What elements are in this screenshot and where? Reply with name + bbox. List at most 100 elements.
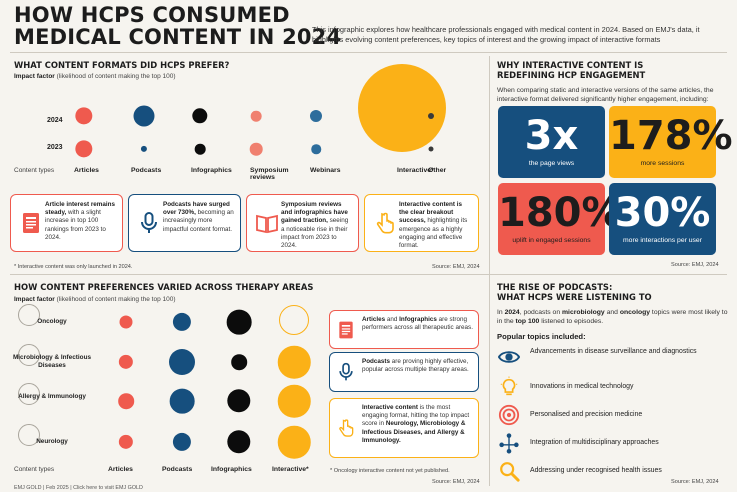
stat-label: uplift in engaged sessions — [512, 237, 591, 244]
therapy-card-text-0: Articles and Infographics are strong per… — [362, 316, 473, 332]
bubble-2023-4 — [311, 144, 321, 154]
intro-a: In — [497, 309, 505, 316]
stat-value: 3x — [524, 113, 579, 159]
formats-note: * Interactive content was only launched … — [14, 264, 133, 270]
bubble-2024-1 — [133, 105, 155, 127]
card-text: highlighting its emergence as a highly e… — [399, 217, 468, 250]
format-column-label-5: Interactive* — [397, 167, 434, 174]
card-text: with a slight increase in top 100 rankin… — [45, 209, 106, 241]
bubble-2023-1 — [140, 145, 148, 153]
card-bold: Interactive content is the clear breakou… — [399, 201, 462, 225]
formats-impact-label: Impact factor (likelihood of content mak… — [14, 73, 176, 80]
therapy-heading: HOW CONTENT PREFERENCES VARIED ACROSS TH… — [14, 282, 314, 292]
hand-pointer-icon — [373, 211, 397, 235]
therapy-column-label-3: Interactive* — [272, 466, 309, 473]
impact-label-sub: (likelihood of content making the top 10… — [56, 73, 176, 80]
therapy-row-label-2: Allergy & Immunology — [18, 393, 86, 400]
stat-value: 180% — [498, 190, 622, 236]
formats-card-text-2: Symposium reviews and infographics have … — [281, 201, 353, 250]
card-part: are strong performers across all therape… — [362, 316, 473, 332]
topic-label-3: Integration of multidisciplinary approac… — [530, 439, 659, 446]
format-column-label-4: Webinars — [310, 167, 341, 174]
therapy-bubble-0-0 — [119, 315, 133, 329]
therapy-area-icon-0 — [18, 304, 40, 326]
format-column-label-1: Podcasts — [131, 167, 162, 174]
therapy-bubble-empty-0-3 — [279, 305, 309, 335]
card-part: Articles — [362, 316, 386, 323]
bubble-2024-3 — [250, 110, 262, 122]
topic-label-2: Personalised and precision medicine — [530, 411, 643, 418]
therapy-note: * Oncology interactive content not yet p… — [330, 468, 450, 474]
stat-tile-0: 3x the page views — [498, 106, 605, 178]
format-column-label-3: Symposium reviews — [250, 167, 289, 181]
formats-card-1: Podcasts have surged over 730%, becoming… — [128, 194, 241, 252]
format-column-label-6: Other — [428, 167, 447, 174]
intro-h: top 100 — [515, 318, 540, 325]
therapy-content-types-label: Content types — [14, 466, 55, 473]
formats-source: Source: EMJ, 2024 — [432, 264, 480, 270]
intro-e: and — [604, 309, 620, 316]
podcasts-heading-line-2: WHAT HCPS WERE LISTENING TO — [497, 292, 652, 302]
therapy-bubble-1-2 — [231, 354, 247, 370]
year-2024-label: 2024 — [47, 117, 63, 124]
therapy-row-label-1: Microbiology & Infectious Diseases — [12, 354, 92, 369]
card-part: Interactive content — [362, 404, 418, 411]
therapy-row-label-0: Oncology — [37, 318, 67, 325]
therapy-source: Source: EMJ, 2024 — [432, 479, 480, 485]
topic-label-0: Advancements in disease surveillance and… — [530, 348, 697, 355]
intro-i: listened to episodes. — [539, 318, 604, 325]
formats-card-text-1: Podcasts have surged over 730%, becoming… — [163, 201, 235, 234]
therapy-bubble-2-2 — [227, 389, 251, 413]
year-2023-label: 2023 — [47, 144, 63, 151]
therapy-column-label-2: Infographics — [211, 466, 252, 473]
therapy-row-label-3: Neurology — [36, 438, 68, 445]
title-line-1: HOW HCPS CONSUMED — [14, 3, 290, 27]
page-title: HOW HCPS CONSUMED MEDICAL CONTENT IN 202… — [14, 4, 341, 48]
intro-g: topics were most likely to in the — [497, 309, 728, 325]
bubble-2024-2 — [192, 108, 208, 124]
podcasts-intro: In 2024, podcasts on microbiology and on… — [497, 308, 729, 326]
therapy-column-label-0: Articles — [108, 466, 133, 473]
bubble-2023-3 — [249, 142, 263, 156]
intro-f: oncology — [619, 309, 651, 316]
bubble-2024-5 — [358, 64, 446, 152]
formats-card-2: Symposium reviews and infographics have … — [246, 194, 359, 252]
header-divider — [10, 52, 727, 53]
therapy-card-text-2: Interactive content is the most engaging… — [362, 404, 473, 445]
title-line-2: MEDICAL CONTENT IN 2024 — [14, 25, 342, 49]
content-types-label: Content types — [14, 167, 55, 174]
mid-divider — [10, 274, 727, 275]
formats-card-text-3: Interactive content is the clear breakou… — [399, 201, 473, 250]
stat-label: more sessions — [640, 160, 685, 167]
hand-pointer-icon — [336, 418, 356, 438]
formats-heading: WHAT CONTENT FORMATS DID HCPS PREFER? — [14, 60, 230, 70]
card-part: and — [385, 316, 400, 323]
lightbulb-icon — [498, 376, 520, 398]
microphone-icon — [336, 362, 356, 382]
stat-label: the page views — [528, 160, 575, 167]
therapy-bubble-2-0 — [118, 393, 134, 409]
therapy-column-label-1: Podcasts — [162, 466, 193, 473]
stat-tile-3: 30% more interactions per user — [609, 183, 716, 255]
intro-c: , podcasts on — [519, 309, 563, 316]
microphone-icon — [137, 211, 161, 235]
card-part: Infographics — [399, 316, 437, 323]
card-part: Podcasts — [362, 358, 390, 365]
therapy-bubble-2-3 — [277, 384, 311, 418]
format-column-label-0: Articles — [74, 167, 99, 174]
card-bold: Article interest remains steady, — [45, 201, 115, 217]
card-part: is the most engaging format, hitting the… — [362, 404, 470, 428]
network-icon — [498, 432, 520, 454]
article-icon — [19, 211, 43, 235]
magnifier-icon — [498, 460, 520, 482]
card-part: are proving highly effective, popular ac… — [362, 358, 469, 374]
target-icon — [498, 404, 520, 426]
formats-card-0: Article interest remains steady, with a … — [10, 194, 123, 252]
interactive-heading: WHY INTERACTIVE CONTENT IS REDEFINING HC… — [497, 60, 645, 80]
formats-card-text-0: Article interest remains steady, with a … — [45, 201, 117, 242]
footer-text[interactable]: EMJ GOLD | Feb 2025 | Click here to visi… — [14, 485, 143, 491]
bubble-2024-0 — [75, 107, 93, 125]
formats-bubble-chart: Articles Podcasts Infographics Symposium re… — [0, 0, 490, 190]
stat-label: more interactions per user — [623, 237, 702, 244]
card-bold: Podcasts have surged over 730%, — [163, 201, 230, 217]
